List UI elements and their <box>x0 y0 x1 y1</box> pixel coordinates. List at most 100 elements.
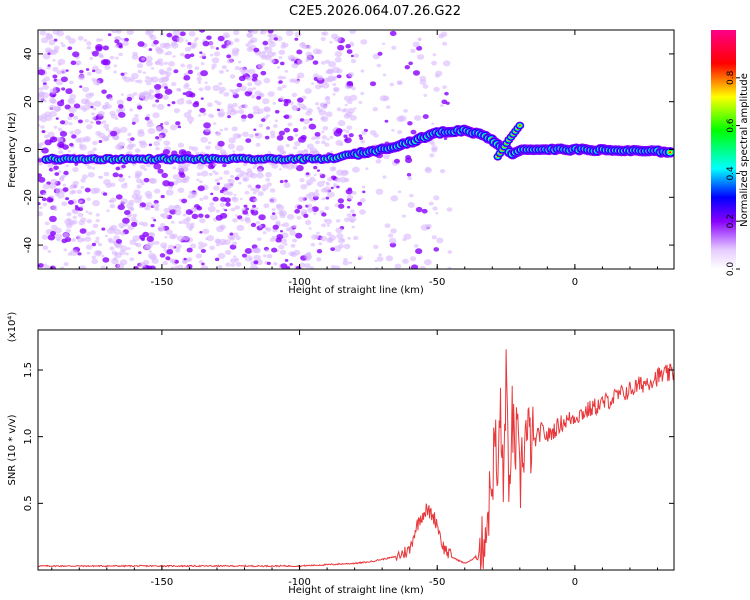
noise-speckle <box>109 55 115 60</box>
noise-speckle <box>359 209 366 215</box>
noise-speckle <box>253 47 260 53</box>
noise-speckle <box>282 222 290 228</box>
noise-speckle <box>51 204 58 211</box>
noise-speckle <box>336 68 343 74</box>
noise-speckle <box>95 44 103 51</box>
noise-speckle <box>289 263 293 266</box>
noise-speckle <box>58 150 64 155</box>
noise-speckle <box>360 39 368 45</box>
noise-speckle <box>44 139 52 146</box>
noise-speckle <box>182 218 190 225</box>
noise-speckle <box>136 63 144 69</box>
noise-speckle <box>434 73 440 78</box>
noise-speckle <box>422 114 429 119</box>
noise-speckle <box>293 127 299 133</box>
noise-speckle <box>278 49 286 55</box>
noise-speckle <box>337 44 345 51</box>
y-tick-label: 20 <box>23 95 34 108</box>
noise-speckle <box>129 257 135 262</box>
noise-speckle <box>252 87 256 90</box>
noise-speckle <box>338 237 346 244</box>
noise-speckle <box>358 134 363 138</box>
noise-speckle <box>199 180 203 184</box>
noise-speckle <box>110 197 117 203</box>
noise-speckle <box>86 124 93 130</box>
noise-speckle <box>102 192 108 196</box>
noise-speckle <box>159 70 166 76</box>
noise-speckle <box>87 71 92 76</box>
noise-speckle <box>96 38 101 42</box>
noise-speckle <box>200 97 204 100</box>
noise-speckle <box>266 261 271 265</box>
noise-speckle <box>343 217 350 223</box>
noise-speckle <box>264 227 269 231</box>
snr-panel: -150 -100 -50 0 0.5 1.0 1.5 Height of straigh… <box>7 312 675 596</box>
noise-speckle <box>108 199 112 203</box>
noise-speckle <box>315 189 319 193</box>
noise-speckle <box>39 206 43 210</box>
noise-speckle <box>163 61 169 65</box>
noise-speckle <box>155 99 160 103</box>
noise-speckle <box>79 85 83 88</box>
noise-speckle <box>118 176 126 183</box>
noise-speckle <box>231 197 239 203</box>
noise-speckle <box>343 170 349 175</box>
noise-speckle <box>271 208 276 211</box>
noise-speckle <box>329 135 334 140</box>
noise-speckle <box>199 51 203 54</box>
noise-speckle <box>382 175 387 179</box>
noise-speckle <box>316 169 321 172</box>
noise-speckle <box>290 243 296 248</box>
noise-speckle <box>291 78 297 83</box>
noise-speckle <box>216 182 221 186</box>
noise-speckle <box>85 210 89 213</box>
noise-speckle <box>84 187 91 193</box>
noise-speckle <box>284 258 289 262</box>
noise-speckle <box>369 81 377 87</box>
noise-speckle <box>247 184 253 189</box>
noise-speckle <box>177 165 186 172</box>
noise-speckle <box>421 208 428 214</box>
noise-speckle <box>135 242 142 248</box>
noise-speckle <box>191 194 196 199</box>
noise-speckle <box>423 93 428 98</box>
noise-speckle <box>384 223 391 229</box>
noise-speckle <box>210 115 215 118</box>
noise-speckle <box>128 140 132 144</box>
noise-speckle <box>171 101 176 105</box>
noise-speckle <box>134 148 141 153</box>
noise-speckle <box>279 229 284 233</box>
noise-speckle <box>292 224 297 229</box>
noise-speckle <box>352 213 356 217</box>
y-tick-label: -20 <box>23 189 34 205</box>
noise-speckle <box>146 113 151 117</box>
noise-speckle <box>55 192 60 197</box>
noise-speckle <box>132 213 138 218</box>
noise-speckle <box>416 54 425 60</box>
noise-speckle <box>345 111 353 118</box>
noise-speckle <box>52 74 58 79</box>
noise-speckle <box>104 234 108 238</box>
noise-speckle <box>177 88 182 92</box>
noise-speckle <box>250 222 257 228</box>
noise-speckle <box>162 149 171 155</box>
noise-speckle <box>215 47 220 50</box>
noise-speckle <box>439 168 446 174</box>
noise-speckle <box>74 128 82 135</box>
noise-speckle <box>46 34 54 41</box>
noise-speckle <box>95 236 100 241</box>
noise-speckle <box>272 224 279 230</box>
noise-speckle <box>292 238 298 243</box>
noise-speckle <box>69 142 74 147</box>
x-tick-label: -50 <box>429 277 445 288</box>
noise-speckle <box>143 177 150 183</box>
noise-speckle <box>300 42 306 46</box>
colorbar-axis: 0.0 0.2 0.4 0.6 0.8 <box>726 70 740 276</box>
noise-speckle <box>275 220 281 225</box>
noise-speckle <box>263 106 271 113</box>
noise-speckle <box>346 194 354 200</box>
noise-speckle <box>224 197 231 203</box>
noise-speckle <box>259 225 263 228</box>
noise-speckle <box>285 98 292 104</box>
